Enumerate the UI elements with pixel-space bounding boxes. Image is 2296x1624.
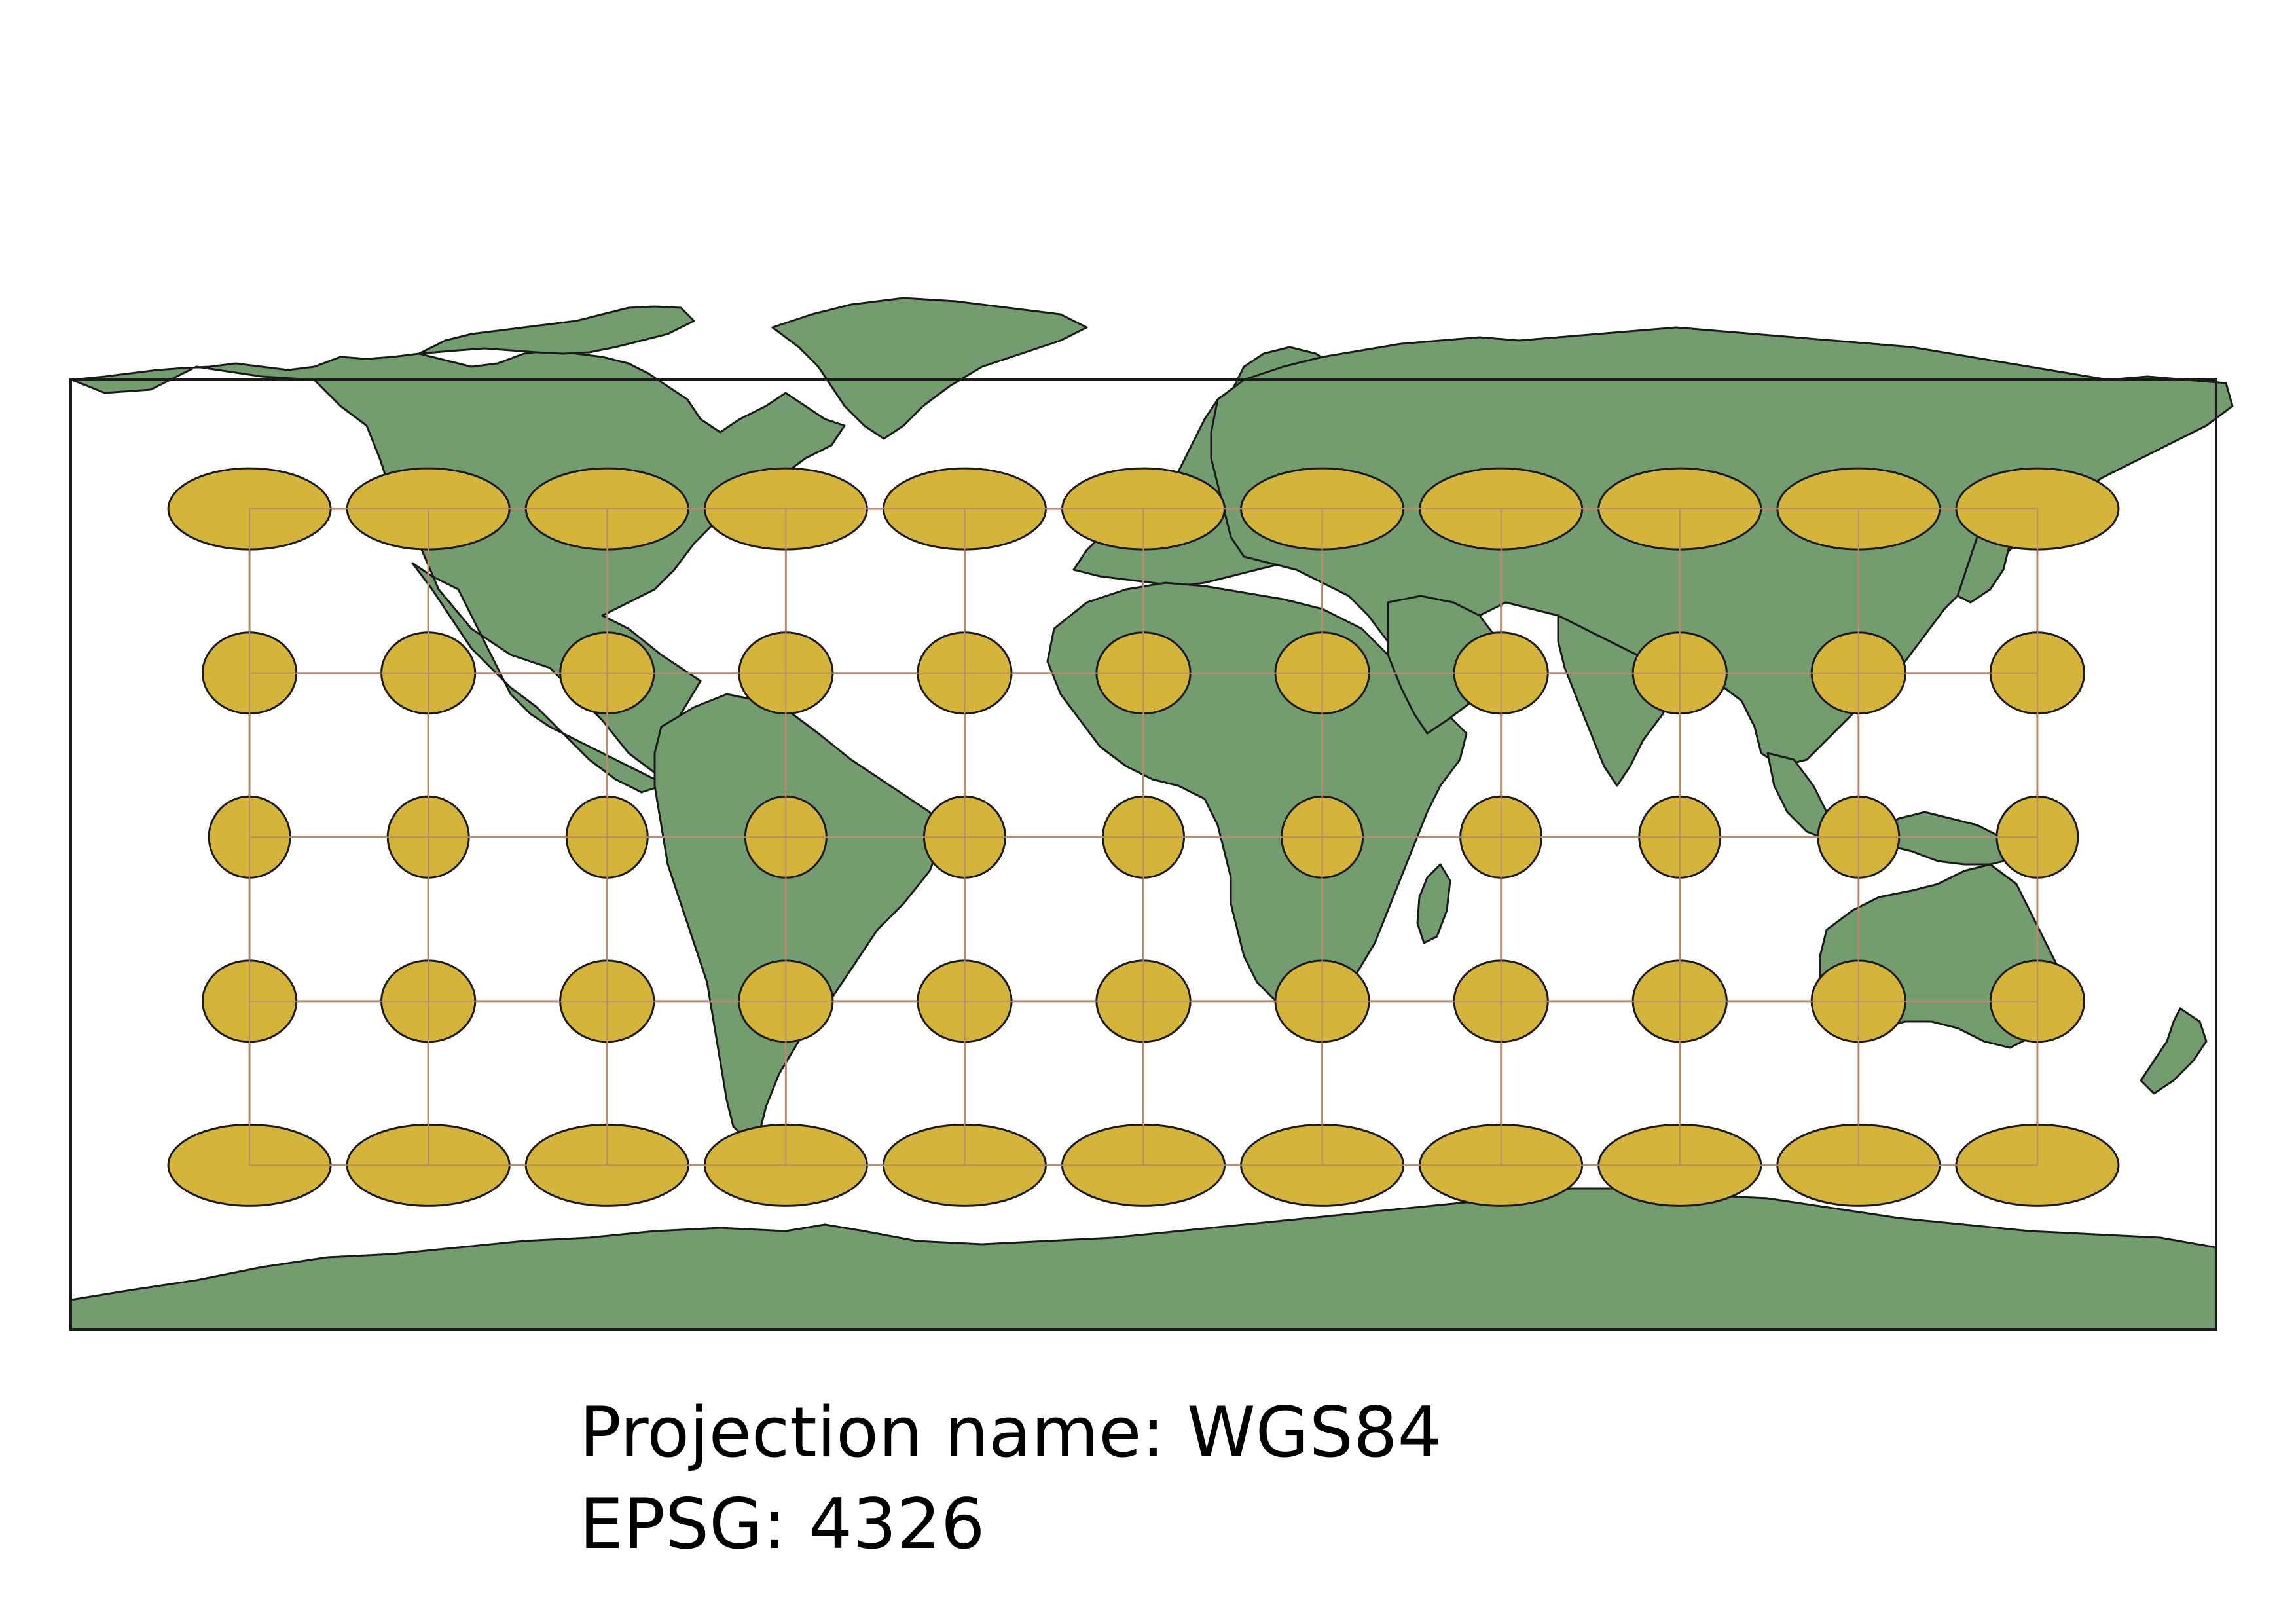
map-frame [69, 378, 2217, 1331]
landmass-south-america [653, 693, 944, 1141]
landmass-madagascar [1416, 863, 1451, 944]
projection-name-label: Projection name: WGS84 [579, 1392, 1442, 1473]
epsg-code-label: EPSG: 4326 [579, 1484, 985, 1564]
landmass-arctic-islands [418, 305, 695, 355]
landmass-new-zealand [2140, 1007, 2208, 1095]
indicatrix-layer [167, 467, 2120, 1207]
landmass-greenland [771, 297, 1088, 440]
landmass-antarctica [69, 1187, 2217, 1331]
landmass-india [1557, 614, 1677, 787]
